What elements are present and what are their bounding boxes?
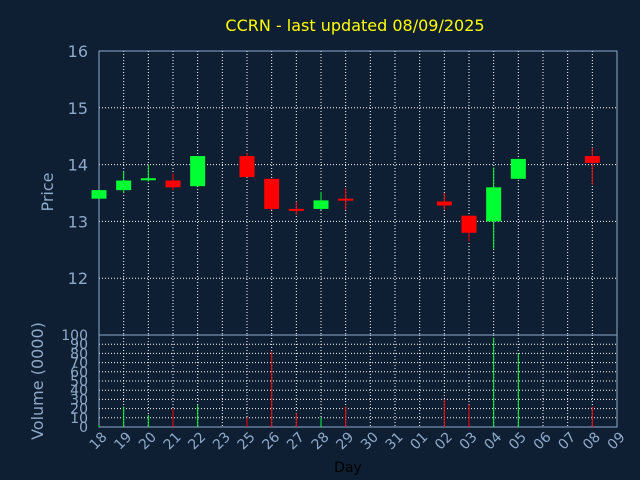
- candle-body: [165, 180, 181, 188]
- price-axis-label: Price: [38, 172, 57, 211]
- candle-body: [239, 156, 255, 178]
- candle: [91, 190, 107, 199]
- candle-body: [510, 158, 526, 179]
- candle: [264, 178, 280, 211]
- x-tick-label: 06: [531, 429, 555, 453]
- x-tick-label: 31: [383, 429, 407, 453]
- x-tick-label: 03: [457, 429, 481, 453]
- x-tick-label: 02: [432, 429, 456, 453]
- x-tick-label: 22: [185, 429, 209, 453]
- x-tick-label: 21: [161, 429, 185, 453]
- x-tick-label: 09: [605, 429, 629, 453]
- volume-axis-label: Volume (0000): [28, 322, 47, 440]
- x-tick-label: 19: [111, 429, 135, 453]
- volume-bar-series: [98, 337, 593, 427]
- candle: [338, 188, 354, 211]
- candle-body: [461, 215, 477, 233]
- candlestick-series: [91, 147, 600, 249]
- candle-body: [288, 208, 304, 211]
- x-tick-label: 05: [506, 429, 530, 453]
- x-axis-label: Day: [334, 460, 362, 476]
- x-tick-label: 26: [259, 429, 283, 453]
- x-tick-labels: 18 19 20 21 22 23 25 26 27 28 29 30 31 01 02 03 04 05 06 07…: [87, 429, 629, 453]
- candle: [239, 153, 255, 178]
- price-y-tick-label: 13: [68, 212, 88, 231]
- candle-body: [264, 178, 280, 209]
- candle-body: [190, 156, 206, 187]
- volume-y-tick-label: 70: [70, 356, 88, 372]
- candle: [165, 173, 181, 191]
- volume-y-tick-label: 30: [70, 392, 88, 408]
- x-tick-label: 27: [284, 429, 308, 453]
- volume-y-tick-label: 60: [70, 365, 88, 381]
- candle: [486, 167, 502, 249]
- candle: [288, 201, 304, 215]
- candle-body: [584, 156, 600, 163]
- price-y-tick-labels: 12 13 14 15 16: [68, 42, 88, 288]
- candle-body: [313, 200, 329, 209]
- x-tick-label: 23: [210, 429, 234, 453]
- volume-plot-border: [98, 334, 618, 428]
- x-tick-label: 25: [235, 429, 259, 453]
- candle-body: [91, 190, 107, 199]
- candle-body: [436, 201, 452, 206]
- x-tick-label: 08: [580, 429, 604, 453]
- volume-y-tick-label: 20: [70, 402, 88, 418]
- volume-y-tick-label: 0: [79, 420, 88, 436]
- candle: [116, 171, 132, 193]
- candle: [313, 191, 329, 211]
- price-y-tick-label: 16: [68, 42, 88, 61]
- candle: [140, 164, 156, 182]
- candle: [436, 193, 452, 211]
- x-tick-label: 04: [481, 429, 505, 453]
- volume-y-tick-label: 80: [70, 346, 88, 362]
- candle-body: [140, 178, 156, 181]
- price-y-tick-label: 15: [68, 99, 88, 118]
- candle-body: [116, 180, 132, 191]
- volume-panel-frame: [98, 334, 618, 428]
- candle: [510, 158, 526, 179]
- price-y-tick-label: 12: [68, 269, 88, 288]
- candle-body: [486, 187, 502, 222]
- x-tick-label: 20: [136, 429, 160, 453]
- volume-y-tick-label: 50: [70, 374, 88, 390]
- candle: [584, 147, 600, 185]
- price-y-tick-label: 14: [68, 156, 88, 175]
- volume-y-tick-label: 100: [61, 328, 88, 344]
- candle: [461, 215, 477, 242]
- volume-y-tick-label: 90: [70, 337, 88, 353]
- x-tick-label: 28: [309, 429, 333, 453]
- candle-body: [338, 198, 354, 201]
- candle: [190, 156, 206, 187]
- x-tick-label: 29: [333, 429, 357, 453]
- price-grid: [98, 50, 618, 335]
- x-tick-label: 18: [87, 429, 111, 453]
- x-tick-label: 01: [407, 429, 431, 453]
- volume-grid: [98, 334, 618, 428]
- volume-y-tick-label: 10: [70, 411, 88, 427]
- x-tick-label: 07: [555, 429, 579, 453]
- chart-title: CCRN - last updated 08/09/2025: [225, 16, 484, 35]
- x-tick-label: 30: [358, 429, 382, 453]
- price-panel-frame: [98, 50, 618, 336]
- volume-y-tick-label: 40: [70, 383, 88, 399]
- price-plot-border: [98, 50, 618, 336]
